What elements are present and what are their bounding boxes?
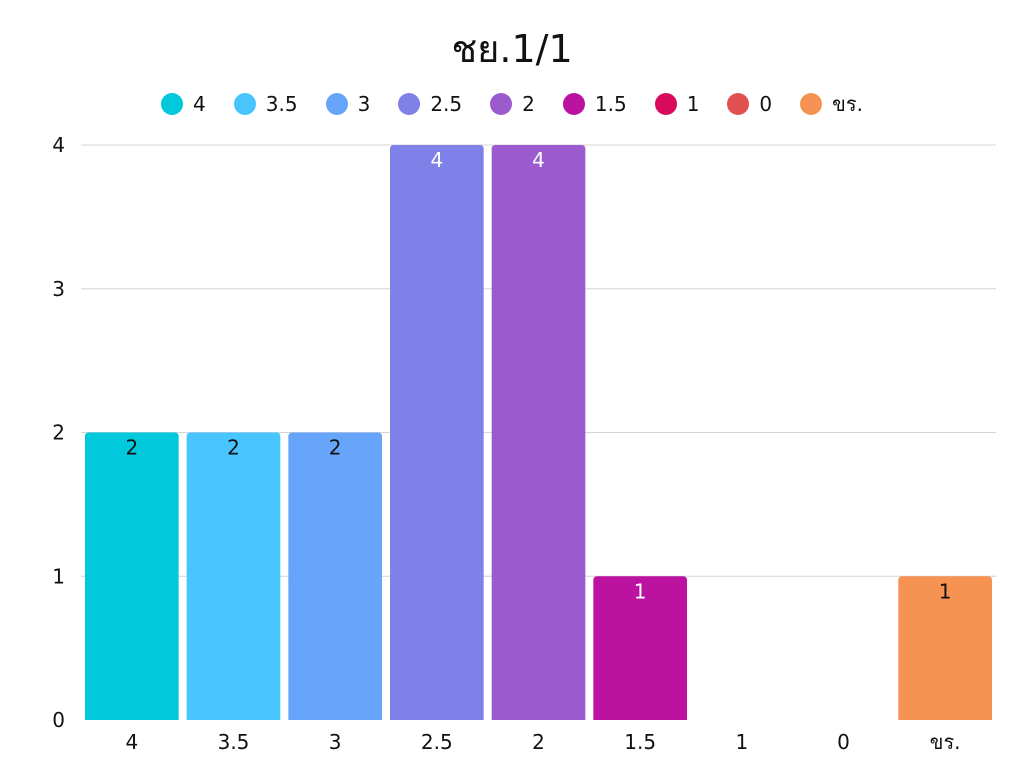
- legend-item: 3: [325, 92, 371, 116]
- bar-value-label: 2: [227, 436, 240, 460]
- legend: 4 3.5 3 2.5 2 1.5 1 0 ขร.: [0, 88, 1024, 120]
- legend-swatch-icon: [490, 93, 513, 115]
- legend-label: 2: [522, 92, 535, 116]
- legend-swatch-icon: [727, 93, 750, 115]
- x-tick-label: 2.5: [421, 730, 453, 754]
- x-tick-label: 4: [125, 730, 138, 754]
- x-tick-label: 3.5: [218, 730, 250, 754]
- x-tick-label: 2: [532, 730, 545, 754]
- legend-label: ขร.: [832, 92, 863, 116]
- legend-item: 2: [490, 92, 535, 116]
- legend-item: ขร.: [800, 88, 863, 120]
- bar: [85, 432, 179, 720]
- legend-label: 0: [759, 92, 773, 116]
- legend-swatch-icon: [562, 93, 585, 115]
- axis-labels: 0 1 2 3 4 4 3.5 3 2.5 2 1.5 1 0 ขร.: [52, 133, 960, 754]
- x-tick-label: 0: [837, 730, 850, 754]
- legend-label: 3: [357, 92, 371, 116]
- legend-label: 2.5: [430, 92, 463, 116]
- legend-item: 1: [654, 92, 700, 116]
- legend-item: 4: [161, 92, 206, 116]
- chart-title: ชย.1/1: [451, 27, 573, 71]
- bar-value-label: 2: [329, 436, 342, 460]
- bar: [593, 576, 687, 720]
- legend-swatch-icon: [800, 93, 823, 115]
- bar: [288, 432, 382, 720]
- bar-value-label: 1: [634, 579, 647, 603]
- legend-label: 4: [193, 92, 206, 116]
- legend-label: 1.5: [594, 92, 627, 116]
- bar-value-label: 1: [939, 579, 952, 603]
- bar-value-label: 4: [430, 148, 443, 172]
- legend-item: 3.5: [233, 92, 298, 116]
- legend-swatch-icon: [233, 93, 256, 115]
- bar: [390, 145, 484, 720]
- legend-item: 2.5: [398, 92, 462, 116]
- x-tick-label: 1.5: [624, 730, 656, 754]
- y-tick-label: 1: [52, 564, 65, 588]
- legend-item: 0: [727, 92, 772, 116]
- x-tick-label: 1: [735, 730, 748, 754]
- y-tick-label: 0: [52, 708, 65, 732]
- legend-item: 1.5: [562, 92, 627, 116]
- legend-swatch-icon: [325, 93, 348, 115]
- data-labels: 2 2 2 4 4 1 1: [125, 148, 951, 603]
- bar-value-label: 4: [532, 148, 545, 172]
- x-tick-label: 3: [329, 730, 342, 754]
- y-tick-label: 3: [52, 277, 65, 301]
- x-tick-label: ขร.: [930, 730, 961, 754]
- y-tick-label: 2: [52, 421, 65, 445]
- bar: [491, 145, 586, 720]
- legend-swatch-icon: [161, 93, 184, 115]
- y-tick-label: 4: [52, 133, 65, 157]
- legend-swatch-icon: [654, 93, 677, 115]
- bar: [898, 576, 992, 720]
- legend-label: 1: [686, 92, 700, 116]
- bar: [186, 432, 281, 720]
- bar-value-label: 2: [125, 436, 138, 460]
- bars: [85, 145, 992, 720]
- legend-label: 3.5: [265, 92, 298, 116]
- legend-swatch-icon: [398, 93, 421, 115]
